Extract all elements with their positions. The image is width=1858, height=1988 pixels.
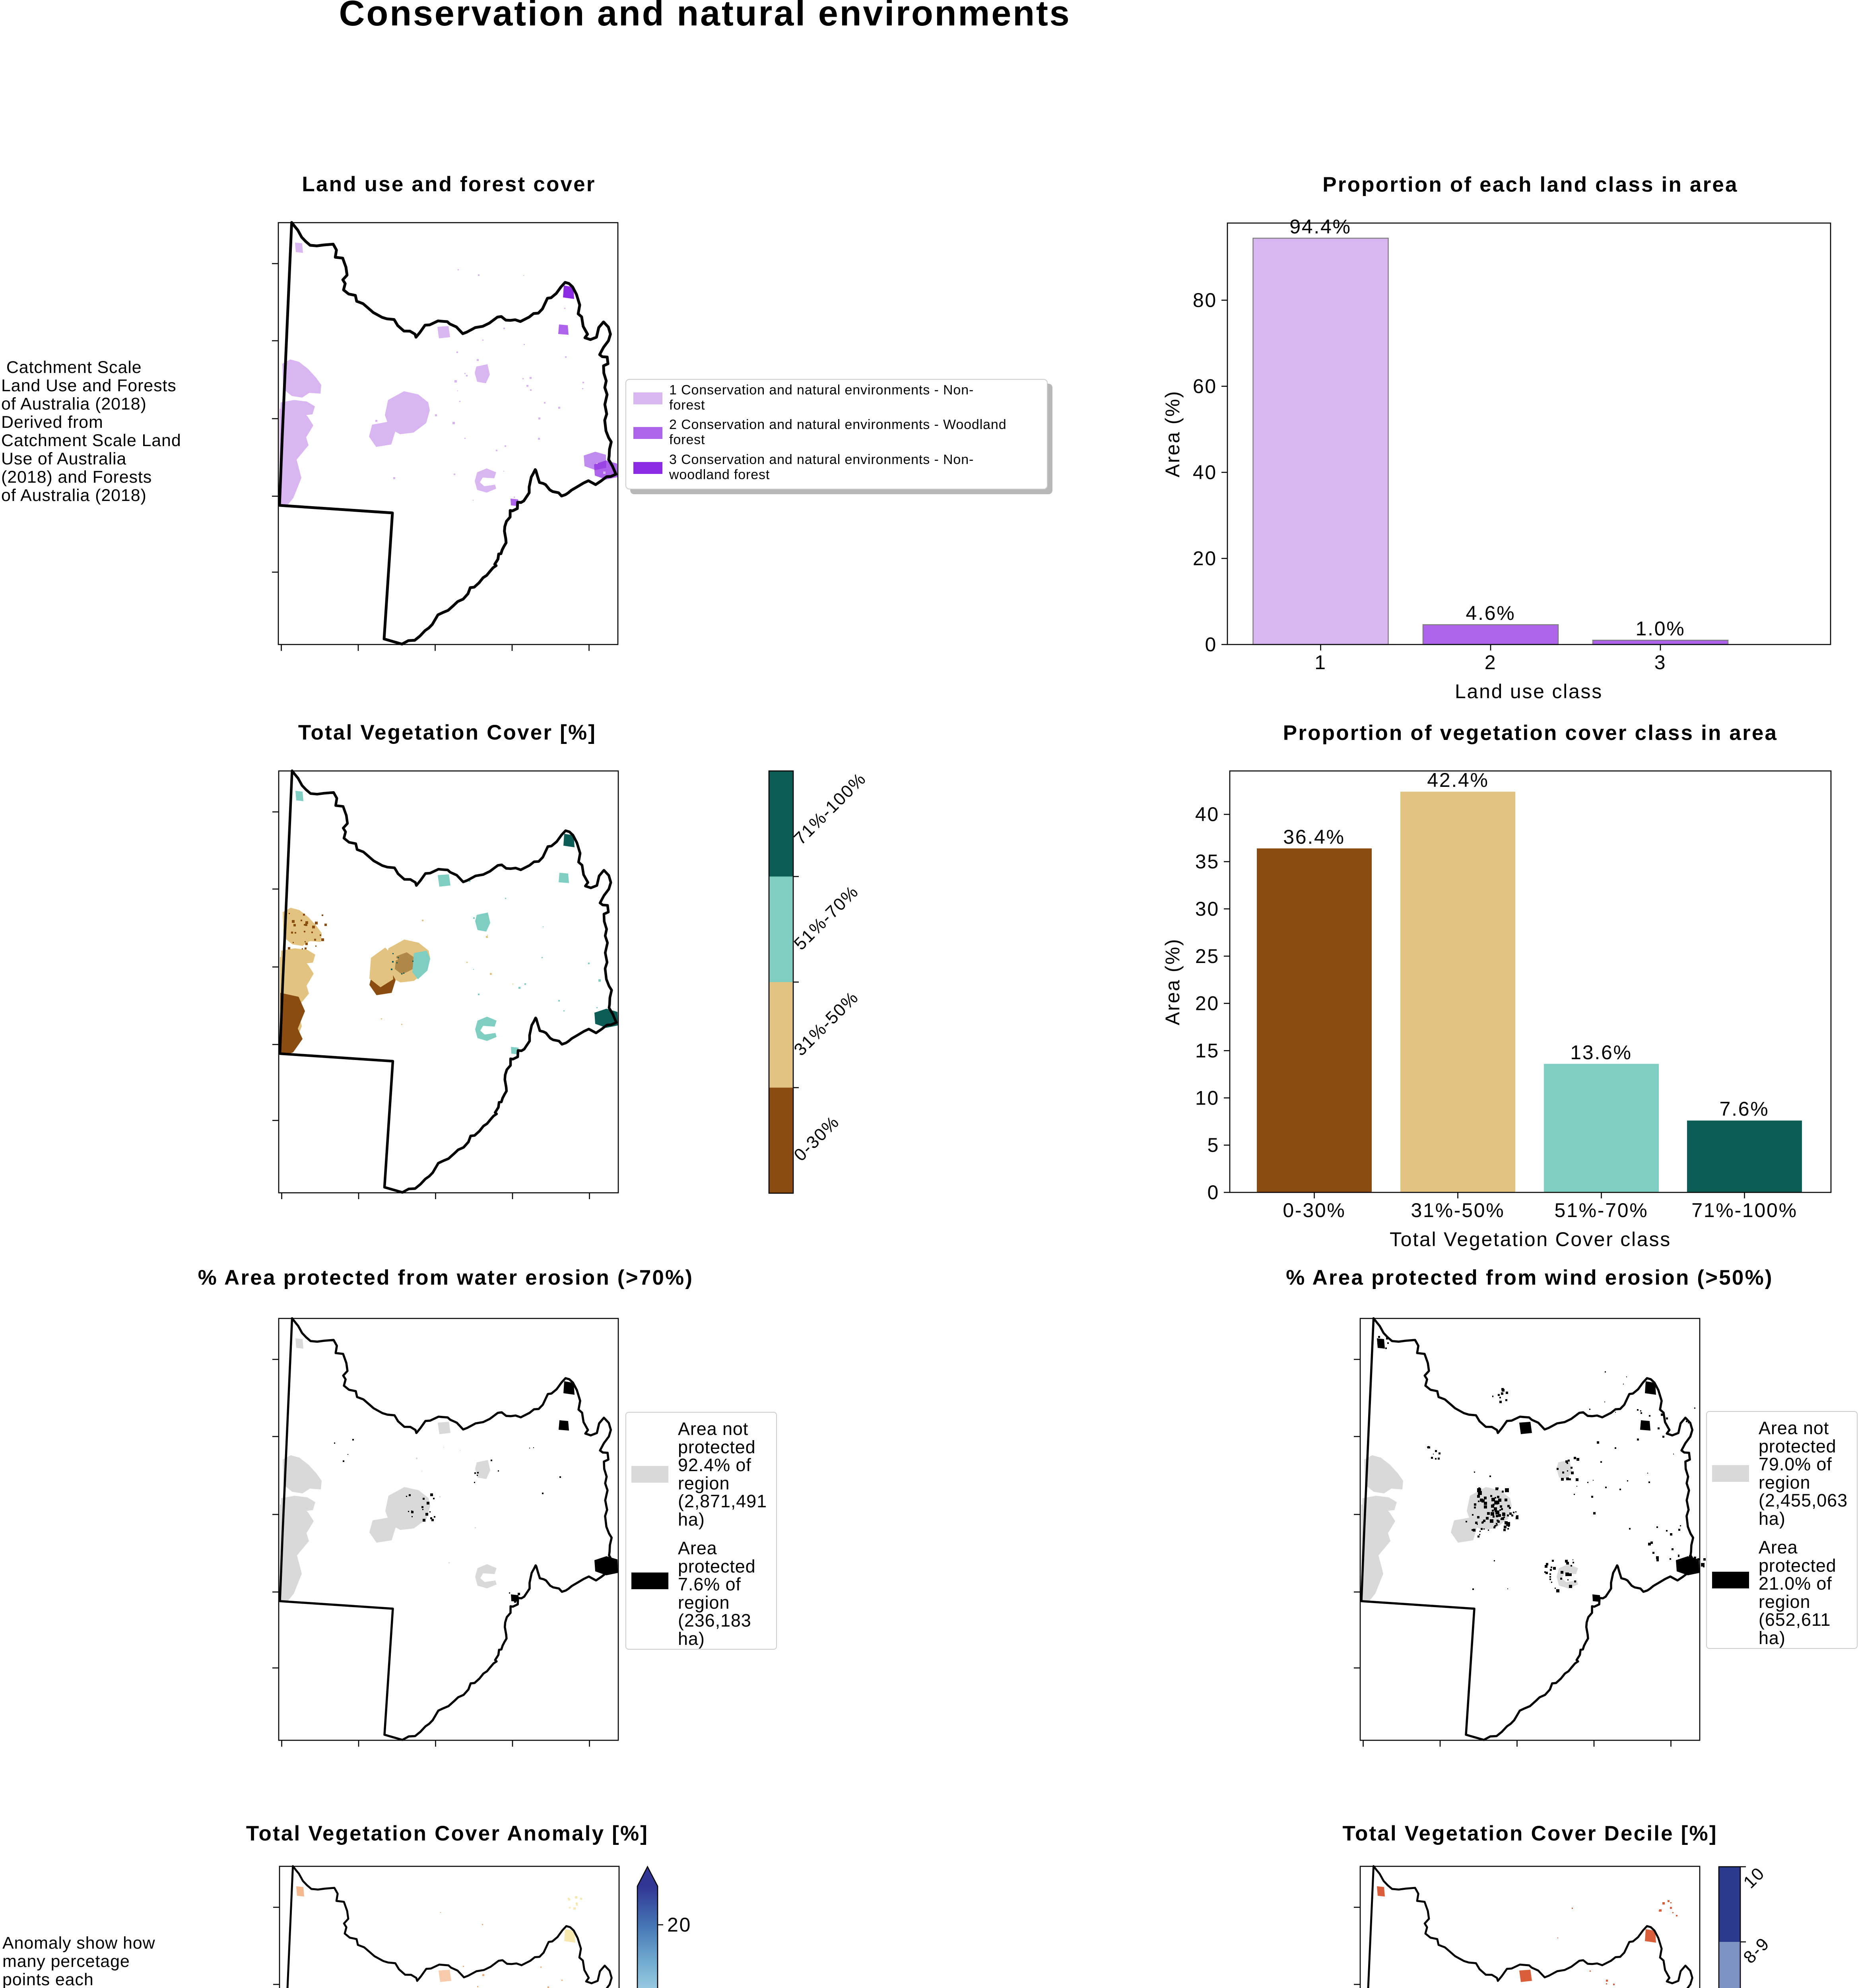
svg-text:35: 35 — [1195, 850, 1219, 873]
svg-text:3: 3 — [1654, 651, 1667, 674]
svg-text:8-9: 8-9 — [1740, 1934, 1773, 1967]
svg-text:10: 10 — [1740, 1863, 1769, 1892]
svg-text:Area (%): Area (%) — [1161, 938, 1184, 1025]
svg-text:40: 40 — [1193, 461, 1217, 483]
svg-text:1.0%: 1.0% — [1636, 617, 1685, 640]
svg-text:4.6%: 4.6% — [1466, 602, 1516, 624]
svg-text:60: 60 — [1193, 375, 1217, 398]
svg-text:94.4%: 94.4% — [1289, 215, 1351, 238]
svg-text:42.4%: 42.4% — [1427, 769, 1489, 791]
svg-text:31%-50%: 31%-50% — [790, 988, 862, 1060]
svg-text:20: 20 — [1195, 992, 1219, 1015]
svg-text:20: 20 — [667, 1914, 691, 1936]
svg-text:Area (%): Area (%) — [1161, 390, 1184, 477]
svg-text:25: 25 — [1195, 945, 1219, 967]
svg-text:1: 1 — [1314, 651, 1327, 674]
svg-text:10: 10 — [1195, 1087, 1219, 1109]
svg-text:31%-50%: 31%-50% — [1411, 1199, 1505, 1221]
svg-text:51%-70%: 51%-70% — [1554, 1199, 1648, 1221]
svg-text:51%-70%: 51%-70% — [790, 882, 862, 954]
svg-text:0-30%: 0-30% — [790, 1112, 843, 1165]
svg-text:80: 80 — [1193, 289, 1217, 311]
svg-text:2: 2 — [1485, 651, 1497, 674]
svg-text:15: 15 — [1195, 1040, 1219, 1062]
svg-text:Land use class: Land use class — [1455, 680, 1603, 703]
svg-text:13.6%: 13.6% — [1570, 1041, 1632, 1064]
svg-text:0: 0 — [1205, 633, 1217, 656]
svg-text:0: 0 — [1207, 1181, 1219, 1204]
svg-text:71%-100%: 71%-100% — [1691, 1199, 1798, 1221]
svg-text:5: 5 — [1207, 1134, 1219, 1156]
svg-text:36.4%: 36.4% — [1283, 826, 1345, 848]
svg-text:20: 20 — [1193, 547, 1217, 570]
svg-text:7.6%: 7.6% — [1720, 1098, 1769, 1120]
svg-text:40: 40 — [1195, 803, 1219, 825]
svg-text:30: 30 — [1195, 898, 1219, 920]
svg-text:Total Vegetation Cover class: Total Vegetation Cover class — [1390, 1228, 1671, 1250]
svg-text:0-30%: 0-30% — [1283, 1199, 1345, 1221]
svg-text:71%-100%: 71%-100% — [790, 769, 870, 849]
